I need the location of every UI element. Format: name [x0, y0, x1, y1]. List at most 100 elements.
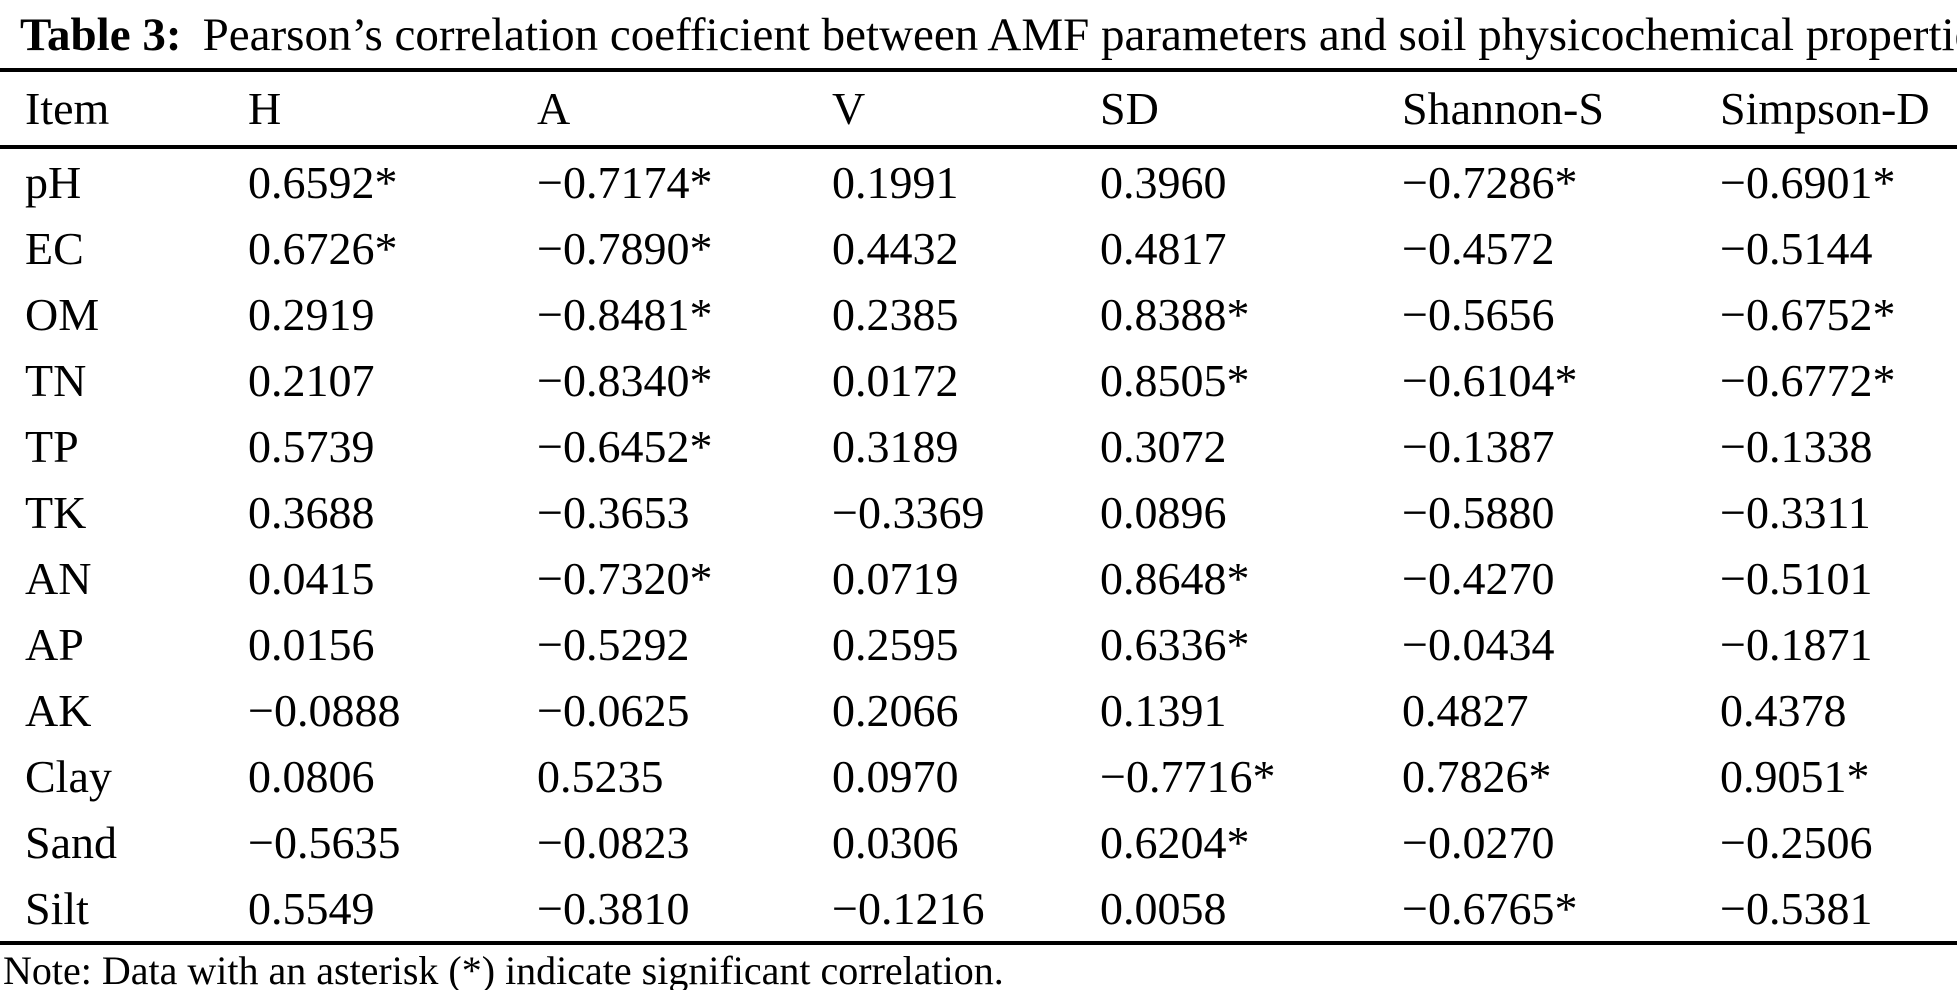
row-header: OM [25, 288, 100, 340]
table-note: Note: Data with an asterisk (*) indicate… [3, 948, 1004, 990]
table-cell: 0.3688 [248, 486, 375, 538]
table-cell: 0.0306 [832, 816, 959, 868]
table-cell: −0.4270 [1402, 552, 1555, 604]
table-cell: −0.7174* [537, 156, 713, 208]
table-cell: −0.6901* [1720, 156, 1896, 208]
table-cell: 0.6336* [1100, 618, 1250, 670]
row-header: Sand [25, 816, 117, 868]
header-row: Item H A V SD Shannon-S Simpson-D [0, 70, 1957, 149]
column-header-item: Item [0, 70, 248, 149]
table-cell: 0.3072 [1100, 420, 1227, 472]
row-header: Silt [25, 882, 89, 934]
table-cell: −0.5101 [1720, 552, 1873, 604]
table-cell: 0.6204* [1100, 816, 1250, 868]
table-cell: 0.6592* [248, 156, 398, 208]
table-row-ak: AK −0.0888 −0.0625 0.2066 0.1391 0.4827 … [0, 677, 1957, 743]
table-cell: −0.4572 [1402, 222, 1555, 274]
table-cell: 0.2107 [248, 354, 375, 406]
table-cell: −0.3369 [832, 486, 985, 538]
row-header: Clay [25, 750, 112, 802]
table-cell: −0.0625 [537, 684, 690, 736]
table-cell: 0.6726* [248, 222, 398, 274]
row-header: AP [25, 618, 84, 670]
row-header: AN [25, 552, 92, 604]
table-cell: 0.4817 [1100, 222, 1227, 274]
table-cell: −0.8340* [537, 354, 713, 406]
table-row-tp: TP 0.5739 −0.6452* 0.3189 0.3072 −0.1387… [0, 413, 1957, 479]
table-cell: −0.1871 [1720, 618, 1873, 670]
table-cell: −0.6765* [1402, 882, 1578, 934]
table-cell: 0.2385 [832, 288, 959, 340]
table-cell: −0.6772* [1720, 354, 1896, 406]
table-cell: 0.9051* [1720, 750, 1870, 802]
table-cell: 0.3189 [832, 420, 959, 472]
correlation-table: Item H A V SD Shannon-S Simpson-D pH 0.6… [0, 68, 1957, 945]
table-cell: −0.0434 [1402, 618, 1555, 670]
table-cell: −0.5656 [1402, 288, 1555, 340]
table-cell: −0.6452* [537, 420, 713, 472]
table-cell: 0.0156 [248, 618, 375, 670]
table-cell: −0.0270 [1402, 816, 1555, 868]
column-header-shannon-s: Shannon-S [1402, 70, 1720, 149]
table-cell: −0.0888 [248, 684, 401, 736]
table-row-ec: EC 0.6726* −0.7890* 0.4432 0.4817 −0.457… [0, 215, 1957, 281]
table-cell: 0.0172 [832, 354, 959, 406]
table-cell: −0.5292 [537, 618, 690, 670]
table-caption-text: Pearson’s correlation coefficient betwee… [202, 9, 1957, 61]
table-cell: 0.8648* [1100, 552, 1250, 604]
table-cell: 0.0719 [832, 552, 959, 604]
table-cell: 0.8388* [1100, 288, 1250, 340]
table-cell: 0.5549 [248, 882, 375, 934]
table-cell: −0.5880 [1402, 486, 1555, 538]
table-cell: 0.4378 [1720, 684, 1847, 736]
table-cell: −0.6104* [1402, 354, 1578, 406]
table-cell: −0.7716* [1100, 750, 1276, 802]
table-cell: −0.3653 [537, 486, 690, 538]
table-cell: −0.1387 [1402, 420, 1555, 472]
table-caption-label: Table 3: [20, 9, 182, 61]
column-header-v: V [832, 70, 1100, 149]
table-cell: −0.2506 [1720, 816, 1873, 868]
row-header: TP [25, 420, 79, 472]
table-cell: 0.4432 [832, 222, 959, 274]
row-header: TN [25, 354, 87, 406]
table-cell: −0.7286* [1402, 156, 1578, 208]
table-cell: −0.1216 [832, 882, 985, 934]
table-cell: 0.0896 [1100, 486, 1227, 538]
table-row-sand: Sand −0.5635 −0.0823 0.0306 0.6204* −0.0… [0, 809, 1957, 875]
column-header-a: A [537, 70, 832, 149]
row-header: AK [25, 684, 92, 736]
table-caption: Table 3: Pearson’s correlation coefficien… [0, 0, 1957, 64]
table-cell: −0.7320* [537, 552, 713, 604]
table-cell: 0.4827 [1402, 684, 1529, 736]
row-header: pH [25, 156, 82, 208]
table-cell: −0.3810 [537, 882, 690, 934]
table-cell: −0.1338 [1720, 420, 1873, 472]
table-row-tn: TN 0.2107 −0.8340* 0.0172 0.8505* −0.610… [0, 347, 1957, 413]
table-cell: 0.5235 [537, 750, 664, 802]
table-cell: −0.8481* [537, 288, 713, 340]
table-cell: −0.7890* [537, 222, 713, 274]
table-cell: −0.3311 [1720, 486, 1871, 538]
table-cell: 0.2595 [832, 618, 959, 670]
table-cell: −0.6752* [1720, 288, 1896, 340]
row-header: TK [25, 486, 87, 538]
table-cell: 0.0058 [1100, 882, 1227, 934]
table-cell: 0.7826* [1402, 750, 1552, 802]
table-row-clay: Clay 0.0806 0.5235 0.0970 −0.7716* 0.782… [0, 743, 1957, 809]
table-cell: −0.5381 [1720, 882, 1873, 934]
table-cell: 0.2919 [248, 288, 375, 340]
table-cell: 0.2066 [832, 684, 959, 736]
table-cell: 0.0806 [248, 750, 375, 802]
table-cell: −0.0823 [537, 816, 690, 868]
table-cell: −0.5144 [1720, 222, 1873, 274]
table-row-om: OM 0.2919 −0.8481* 0.2385 0.8388* −0.565… [0, 281, 1957, 347]
column-header-simpson-d: Simpson-D [1720, 70, 1957, 149]
table-row-silt: Silt 0.5549 −0.3810 −0.1216 0.0058 −0.67… [0, 875, 1957, 943]
table-cell: 0.0970 [832, 750, 959, 802]
table-cell: 0.1991 [832, 156, 959, 208]
table-row-an: AN 0.0415 −0.7320* 0.0719 0.8648* −0.427… [0, 545, 1957, 611]
row-header: EC [25, 222, 84, 274]
table-row-tk: TK 0.3688 −0.3653 −0.3369 0.0896 −0.5880… [0, 479, 1957, 545]
